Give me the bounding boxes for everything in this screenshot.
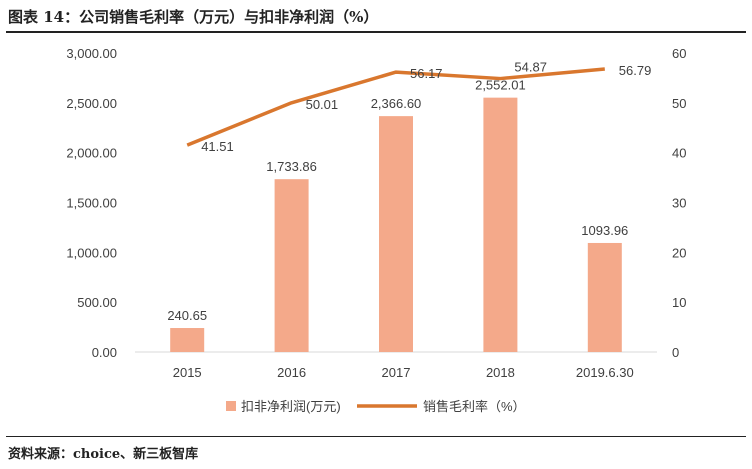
- chart-title: 图表 14：公司销售毛利率（万元）与扣非净利润（%）: [8, 8, 379, 26]
- line-data-label: 41.51: [201, 139, 234, 154]
- left-tick-label: 1,000.00: [66, 245, 117, 260]
- line-data-label: 50.01: [306, 97, 339, 112]
- x-tick-label: 2017: [382, 365, 411, 380]
- footer-rule: [6, 436, 746, 437]
- bar: [170, 328, 205, 352]
- title-rule: [6, 31, 746, 33]
- x-tick-label: 2018: [486, 365, 515, 380]
- bar-data-label: 2,552.01: [475, 78, 526, 93]
- line-data-label: 56.17: [410, 66, 443, 81]
- legend-bar-label: 扣非净利润(万元): [241, 399, 341, 414]
- line-data-label: 54.87: [514, 60, 547, 75]
- left-tick-label: 3,000.00: [66, 46, 117, 61]
- bar-data-label: 1093.96: [581, 223, 628, 238]
- x-tick-label: 2015: [173, 365, 202, 380]
- left-tick-label: 1,500.00: [66, 196, 117, 211]
- left-tick-label: 500.00: [77, 295, 117, 310]
- bar-data-label: 240.65: [167, 308, 207, 323]
- line-data-label: 56.79: [619, 63, 652, 78]
- legend-line-label: 销售毛利率（%）: [423, 399, 526, 414]
- x-tick-label: 2019.6.30: [576, 365, 634, 380]
- bar: [379, 116, 413, 352]
- left-tick-label: 0.00: [92, 345, 117, 360]
- right-tick-label: 10: [672, 295, 686, 310]
- right-tick-label: 40: [672, 146, 686, 161]
- right-tick-label: 50: [672, 96, 686, 111]
- bar: [274, 179, 309, 352]
- left-tick-label: 2,000.00: [66, 146, 117, 161]
- right-tick-label: 30: [672, 196, 686, 211]
- right-tick-label: 60: [672, 46, 686, 61]
- right-tick-label: 20: [672, 245, 686, 260]
- left-tick-label: 2,500.00: [66, 96, 117, 111]
- bar-data-label: 1,733.86: [266, 159, 317, 174]
- source-note: 资料来源：choice、新三板智库: [8, 447, 199, 462]
- line-series: [186, 67, 605, 147]
- right-tick-label: 0: [672, 345, 679, 360]
- bar: [587, 242, 622, 352]
- x-tick-label: 2016: [277, 365, 306, 380]
- bar: [483, 97, 518, 352]
- legend-bar-swatch: [226, 401, 236, 411]
- bar-data-label: 2,366.60: [371, 96, 422, 111]
